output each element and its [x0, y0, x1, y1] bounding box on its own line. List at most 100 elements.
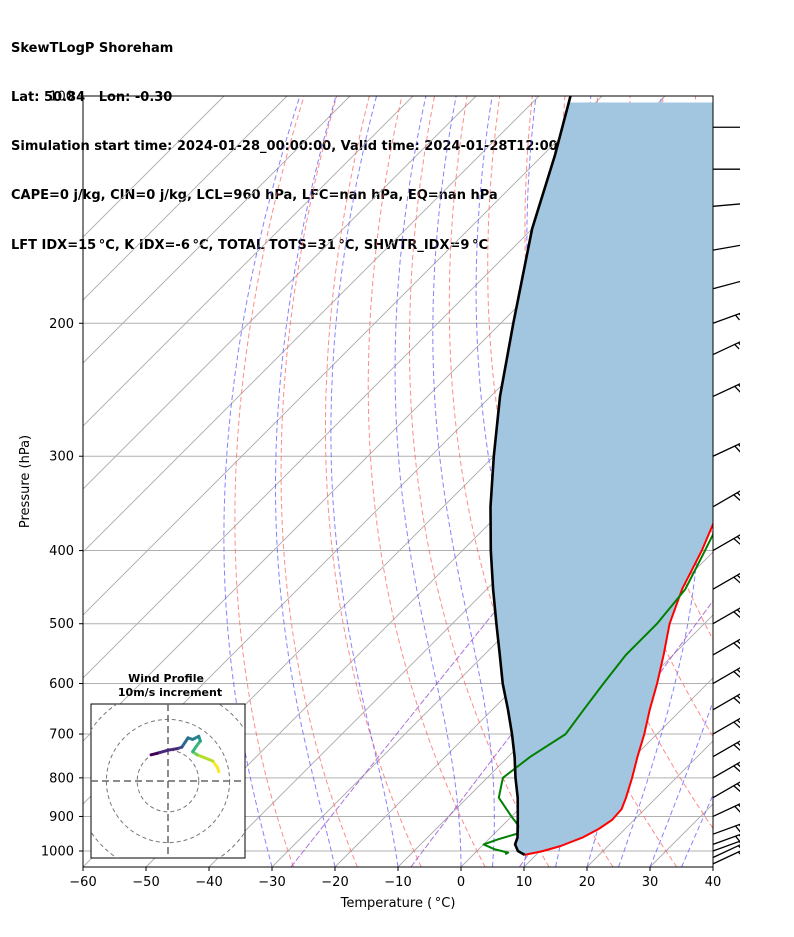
wind-barb-flag [749, 203, 754, 215]
wind-barb-flag [744, 637, 753, 645]
wind-barb-flag [742, 850, 751, 859]
wind-barb-flag [747, 311, 755, 321]
wind-barb [713, 311, 755, 324]
wind-barb-flag [744, 739, 753, 747]
wind-barb-flag [746, 339, 755, 348]
wind-barb-flag [741, 741, 750, 749]
wind-barb [713, 716, 754, 734]
x-tick-label: −20 [321, 875, 348, 890]
wind-barb-flag [741, 535, 750, 543]
dry-adiabat-line [281, 96, 357, 867]
wind-barb-staff [713, 666, 744, 684]
wind-barb-flag [742, 803, 751, 812]
x-tick-label: −40 [195, 875, 222, 890]
wind-barb-flag [746, 801, 755, 810]
wind-barb-flag [741, 762, 750, 770]
wind-barb-flag [741, 491, 750, 499]
x-tick-label: 0 [457, 875, 465, 890]
wind-barb-flag [734, 786, 743, 794]
wind-barb-flag [734, 745, 743, 753]
dry-adiabat-line [326, 96, 422, 867]
wind-barb-flag [735, 446, 744, 455]
wind-barb-staff [713, 832, 747, 844]
wind-barb-flag [741, 608, 750, 616]
wind-barb-staff [713, 606, 744, 624]
x-tick-label: −30 [258, 875, 285, 890]
wind-barb [713, 441, 754, 456]
y-tick-label: 200 [49, 317, 74, 332]
wind-barb-flag [744, 716, 753, 724]
wind-barb-flag [743, 312, 751, 322]
wind-barb-staff [713, 381, 746, 396]
hodograph: Wind Profile10m/s increment [76, 672, 261, 873]
wind-barb-flag [746, 381, 755, 390]
wind-barb-staff [713, 692, 744, 710]
wind-barb [713, 637, 754, 655]
wind-barb-staff [713, 311, 747, 323]
wind-barb-flag [744, 280, 751, 291]
wind-barb-flag [744, 692, 753, 700]
wind-barb-flag [734, 612, 743, 620]
wind-barb-flag [734, 722, 743, 730]
wind-barb-staff [713, 244, 748, 250]
wind-barb-half-flag [741, 204, 744, 210]
wind-barb-half-flag [736, 315, 740, 320]
wind-barb [713, 780, 754, 798]
wind-barb-staff [713, 849, 746, 864]
wind-barb-staff [713, 571, 744, 589]
wind-barb-flag [746, 842, 755, 851]
wind-barb-half-flag [735, 344, 739, 349]
x-tick-label: 40 [705, 875, 722, 890]
wind-barb-staff [713, 489, 744, 507]
wind-barb-flag [738, 343, 747, 352]
x-axis-label: Temperature ( °C) [340, 896, 456, 911]
wind-barb-flag [739, 314, 747, 324]
wind-barb [713, 801, 754, 816]
x-tick-label: −50 [132, 875, 159, 890]
wind-barb-flag [734, 539, 743, 547]
wind-barb-flag [739, 835, 747, 845]
wind-barb-flag [749, 127, 753, 139]
wind-barb-staff [713, 780, 744, 798]
isotherm-line [713, 96, 794, 867]
wind-barb-flag [741, 573, 750, 581]
wind-barb [713, 822, 755, 836]
dry-adiabat-line [728, 96, 794, 867]
x-tick-label: −10 [384, 875, 411, 890]
wind-barb-flag [741, 668, 750, 676]
wind-barb [713, 203, 754, 215]
wind-barb-flag [735, 806, 744, 815]
x-tick-label: 30 [642, 875, 659, 890]
wind-barb-flag [734, 577, 743, 585]
wind-barb-flag [742, 341, 751, 350]
moist-adiabat-line [276, 96, 337, 867]
wind-barb-flag [742, 844, 751, 853]
wind-barb [713, 339, 754, 354]
hodograph-subtitle: 10m/s increment [118, 686, 222, 699]
wind-barb-half-flag [738, 852, 742, 857]
wind-barb-staff [713, 339, 746, 354]
y-axis-label: Pressure (hPa) [18, 435, 33, 528]
wind-barb-flag [746, 849, 755, 858]
wind-barb [713, 169, 753, 181]
wind-barb-flag [734, 698, 743, 706]
wind-barb-flag [744, 760, 753, 768]
wind-barb-flag [744, 606, 753, 614]
wind-barb [713, 739, 754, 757]
wind-barb-flag [744, 533, 753, 541]
wind-barb-flag [734, 766, 743, 774]
wind-barb-flag [744, 666, 753, 674]
y-tick-label: 800 [49, 771, 74, 786]
wind-barb [713, 244, 754, 256]
wind-barb-flag [742, 383, 751, 392]
y-tick-label: 700 [49, 728, 74, 743]
wind-barb-flag [734, 643, 743, 651]
wind-barb-flag [735, 386, 744, 395]
wind-barb-flag [741, 718, 750, 726]
wind-barb [713, 279, 755, 292]
y-tick-label: 1000 [41, 845, 74, 860]
wind-barb [713, 692, 754, 710]
wind-barb-flag [743, 833, 751, 843]
wind-barb [713, 606, 754, 624]
wind-barb-staff [713, 760, 744, 778]
